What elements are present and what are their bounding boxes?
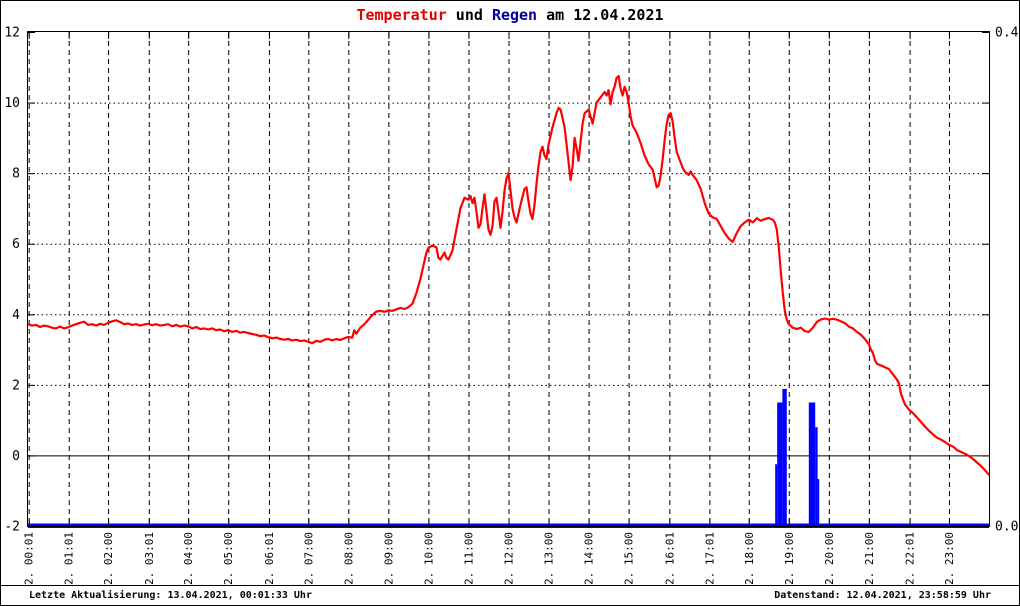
temperature-line: [26, 74, 991, 476]
data-timestamp-text: Datenstand: 12.04.2021, 23:58:59 Uhr: [774, 590, 991, 601]
y-right-tick-label: 0.4: [995, 26, 1019, 41]
x-tick-label: 12. 03:01: [143, 532, 156, 592]
last-update-text: Letzte Aktualisierung: 13.04.2021, 00:01…: [29, 590, 312, 601]
rain-bar: [782, 388, 787, 526]
x-tick-label: 12. 07:00: [302, 532, 315, 592]
rain-bar: [775, 464, 778, 526]
title-temperature-word: Temperatur: [356, 6, 447, 24]
x-tick-label: 12. 22:01: [904, 532, 917, 592]
x-tick-label: 12. 06:01: [263, 532, 276, 592]
x-tick-label: 12. 12:00: [503, 532, 516, 592]
y-left-tick-label: 8: [12, 167, 20, 182]
title-date: am 12.04.2021: [537, 6, 664, 24]
x-tick-label: 12. 02:00: [102, 532, 115, 592]
y-left-tick-label: 2: [12, 378, 20, 393]
rain-bar: [777, 402, 783, 526]
x-tick-label: 12. 21:00: [863, 532, 876, 592]
y-left-tick-label: 0: [12, 449, 20, 464]
y-left-tick-label: 6: [12, 237, 20, 252]
rain-bar: [815, 427, 818, 526]
x-tick-label: 12. 05:00: [222, 532, 235, 592]
x-tick-label: 12. 09:00: [382, 532, 395, 592]
y-right-tick-label: 0.0: [995, 520, 1018, 535]
y-left-tick-label: -2: [4, 520, 20, 535]
status-bar: Letzte Aktualisierung: 13.04.2021, 00:01…: [1, 585, 1019, 605]
rain-bar: [817, 479, 820, 526]
chart-title: Temperatur und Regen am 12.04.2021: [1, 6, 1019, 24]
x-tick-label: 12. 15:00: [623, 532, 636, 592]
x-tick-label: 12. 14:00: [583, 532, 596, 592]
x-tick-label: 12. 19:00: [783, 532, 796, 592]
title-rain-word: Regen: [491, 6, 538, 24]
x-tick-label: 12. 01:01: [63, 532, 76, 592]
x-tick-label: 12. 16:01: [663, 532, 676, 592]
x-tick-label: 12. 00:01: [23, 532, 36, 592]
title-conjunction: und: [446, 6, 492, 24]
x-tick-label: 12. 04:00: [182, 532, 195, 592]
x-tick-label: 12. 23:00: [943, 532, 956, 592]
rain-bar: [808, 402, 816, 526]
x-tick-label: 12. 18:00: [743, 532, 756, 592]
x-tick-label: 12. 10:00: [422, 532, 435, 592]
x-tick-label: 12. 08:00: [342, 532, 355, 592]
x-tick-label: 12. 17:01: [703, 532, 716, 592]
y-left-tick-label: 12: [4, 26, 20, 41]
y-left-tick-label: 4: [12, 308, 20, 323]
x-tick-label: 12. 20:00: [823, 532, 836, 592]
y-left-tick-label: 10: [4, 96, 20, 111]
x-tick-label: 12. 11:00: [462, 532, 475, 592]
plot-border: [27, 31, 990, 527]
x-tick-label: 12. 13:00: [543, 532, 556, 592]
